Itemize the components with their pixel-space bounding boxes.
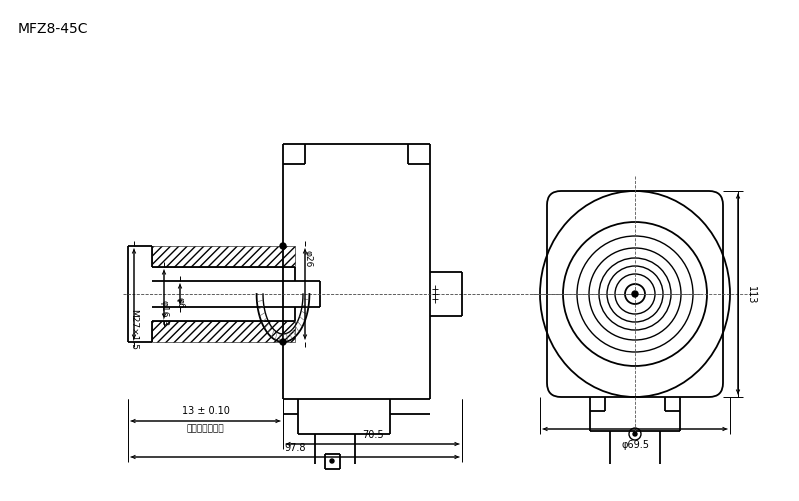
Circle shape	[280, 339, 286, 345]
Text: M27×1.5: M27×1.5	[129, 309, 138, 350]
Circle shape	[633, 432, 637, 436]
Text: MFZ8-45C: MFZ8-45C	[18, 22, 89, 36]
Circle shape	[632, 292, 638, 298]
Text: φ26: φ26	[303, 250, 312, 267]
Bar	[152, 321, 295, 342]
Circle shape	[330, 459, 334, 463]
Text: 13 ± 0.10: 13 ± 0.10	[181, 405, 229, 415]
Text: φ16.3: φ16.3	[160, 299, 169, 326]
Text: 电磁铁得电位置: 电磁铁得电位置	[187, 423, 225, 432]
Text: 70.5: 70.5	[362, 429, 384, 439]
Circle shape	[280, 243, 286, 249]
Text: φ69.5: φ69.5	[621, 439, 649, 449]
Bar	[152, 246, 295, 268]
Text: 113: 113	[746, 285, 756, 304]
Text: φ6: φ6	[176, 297, 185, 308]
Text: 97.8: 97.8	[284, 442, 306, 452]
